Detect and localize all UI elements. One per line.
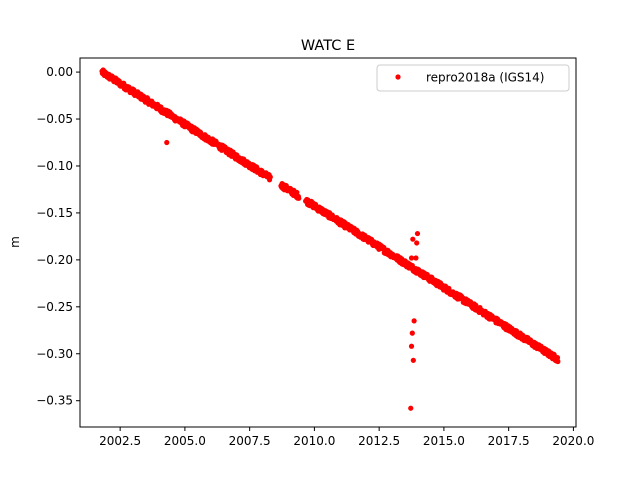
legend-label: repro2018a (IGS14)	[426, 71, 544, 85]
outlier-point	[414, 240, 420, 246]
outlier-point	[413, 255, 419, 261]
chart-title: WATC E	[301, 38, 355, 54]
x-tick-label: 2017.5	[488, 434, 530, 448]
y-axis-label: m	[8, 236, 22, 248]
y-tick-label: −0.20	[36, 253, 73, 267]
legend: repro2018a (IGS14)	[376, 64, 570, 92]
outlier-point	[164, 139, 170, 146]
y-tick-label: −0.30	[36, 347, 73, 361]
outlier-point	[415, 266, 421, 272]
x-tick-label: 2002.5	[99, 434, 141, 448]
x-tick-label: 2007.5	[229, 434, 271, 448]
outlier-point	[410, 236, 416, 242]
outlier-point	[408, 343, 415, 349]
y-tick-label: −0.10	[36, 159, 73, 173]
data-point	[554, 355, 561, 361]
y-tick-label: −0.35	[36, 394, 73, 408]
x-tick-label: 2005.0	[164, 434, 206, 448]
y-axis-ticks: 0.00 −0.05 −0.10 −0.15 −0.20 −0.25 −0.30 −0.35	[36, 65, 80, 408]
outlier-points	[164, 139, 421, 411]
outlier-point	[408, 255, 415, 261]
legend-box	[376, 64, 570, 92]
outlier-point	[409, 330, 415, 336]
data-points	[99, 67, 561, 365]
y-tick-label: −0.15	[36, 206, 73, 220]
outlier-point	[411, 318, 417, 324]
legend-marker	[395, 74, 401, 80]
x-tick-label: 2010.0	[293, 434, 335, 448]
y-tick-label: −0.25	[36, 300, 73, 314]
data-point	[296, 195, 302, 201]
outlier-point	[408, 405, 414, 411]
x-tick-label: 2012.5	[358, 434, 400, 448]
data-point	[267, 174, 273, 180]
x-tick-label: 2020.0	[552, 434, 594, 448]
data-point	[555, 358, 561, 365]
outlier-point	[410, 357, 416, 363]
plot-frame	[79, 57, 577, 428]
y-tick-label: 0.00	[46, 65, 73, 79]
y-tick-label: −0.05	[36, 112, 73, 126]
outlier-point	[414, 230, 421, 237]
x-axis-ticks: 2002.5 2005.0 2007.5 2010.0 2012.5 2015.0 2017…	[99, 427, 594, 448]
x-tick-label: 2015.0	[423, 434, 465, 448]
